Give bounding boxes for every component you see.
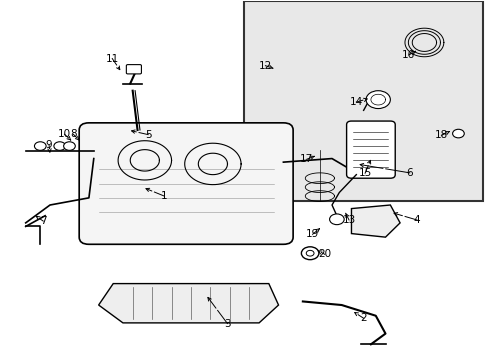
Circle shape xyxy=(63,142,75,150)
Circle shape xyxy=(329,214,344,225)
FancyBboxPatch shape xyxy=(126,64,141,74)
Text: 9: 9 xyxy=(46,140,52,150)
FancyBboxPatch shape xyxy=(346,121,394,178)
Text: 1: 1 xyxy=(161,191,167,201)
Text: 13: 13 xyxy=(342,215,355,225)
Text: 16: 16 xyxy=(402,50,415,60)
Text: 2: 2 xyxy=(360,313,366,323)
FancyBboxPatch shape xyxy=(79,123,292,244)
Text: 11: 11 xyxy=(105,54,119,64)
Text: 20: 20 xyxy=(318,249,330,259)
Text: 15: 15 xyxy=(358,168,371,178)
Text: 14: 14 xyxy=(349,97,362,107)
Text: 5: 5 xyxy=(144,130,151,140)
Circle shape xyxy=(305,250,313,256)
Circle shape xyxy=(301,247,318,260)
Text: 18: 18 xyxy=(434,130,447,140)
Circle shape xyxy=(366,91,389,109)
Text: 10: 10 xyxy=(58,129,71,139)
Circle shape xyxy=(54,142,65,150)
Bar xyxy=(244,1,482,202)
Text: 7: 7 xyxy=(40,216,46,226)
Text: 19: 19 xyxy=(305,229,319,239)
Polygon shape xyxy=(351,205,399,237)
Text: 3: 3 xyxy=(224,319,230,329)
Circle shape xyxy=(34,142,46,150)
Circle shape xyxy=(452,129,463,138)
Text: 6: 6 xyxy=(406,168,412,178)
Text: 17: 17 xyxy=(300,154,313,164)
Text: 8: 8 xyxy=(70,129,77,139)
Polygon shape xyxy=(99,284,278,323)
Text: 12: 12 xyxy=(258,61,271,71)
Text: 4: 4 xyxy=(413,215,420,225)
